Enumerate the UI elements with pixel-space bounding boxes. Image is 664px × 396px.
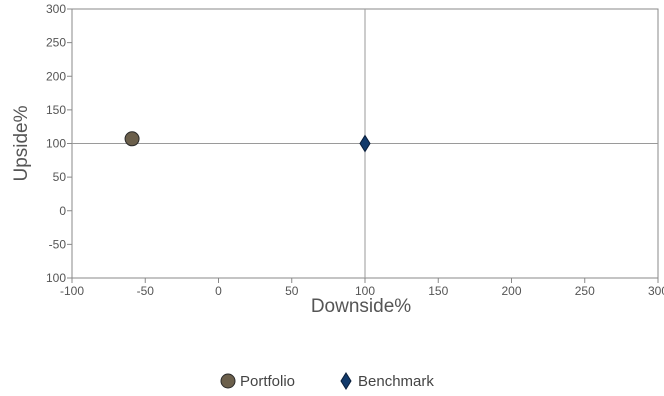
y-tick-label: 100 xyxy=(46,271,66,285)
y-tick-label: 100 xyxy=(46,137,66,151)
y-tick-label: 150 xyxy=(46,103,66,117)
y-tick-label: 200 xyxy=(46,69,66,83)
x-tick-label: 100 xyxy=(355,284,375,298)
x-tick-label: 0 xyxy=(215,284,222,298)
y-tick-label: 250 xyxy=(46,36,66,50)
x-tick-label: -100 xyxy=(60,284,84,298)
x-tick-label: 250 xyxy=(575,284,595,298)
portfolio-legend-label: Portfolio xyxy=(240,373,295,390)
portfolio-legend-marker xyxy=(220,373,236,389)
x-axis-title: Downside% xyxy=(311,296,411,317)
y-tick-label: 300 xyxy=(46,2,66,16)
benchmark-legend-label: Benchmark xyxy=(358,373,434,390)
portfolio-point xyxy=(124,131,140,147)
x-tick-label: 200 xyxy=(501,284,521,298)
x-tick-label: 150 xyxy=(428,284,448,298)
x-tick-label: 50 xyxy=(285,284,299,298)
x-tick-label: 300 xyxy=(648,284,664,298)
benchmark-legend-marker xyxy=(340,372,352,390)
y-axis-title: Upside% xyxy=(11,105,32,181)
y-tick-label: 0 xyxy=(59,204,66,218)
y-tick-label: -50 xyxy=(49,237,67,251)
benchmark-point xyxy=(359,134,371,153)
x-tick-label: -50 xyxy=(137,284,155,298)
y-tick-label: 50 xyxy=(53,170,67,184)
